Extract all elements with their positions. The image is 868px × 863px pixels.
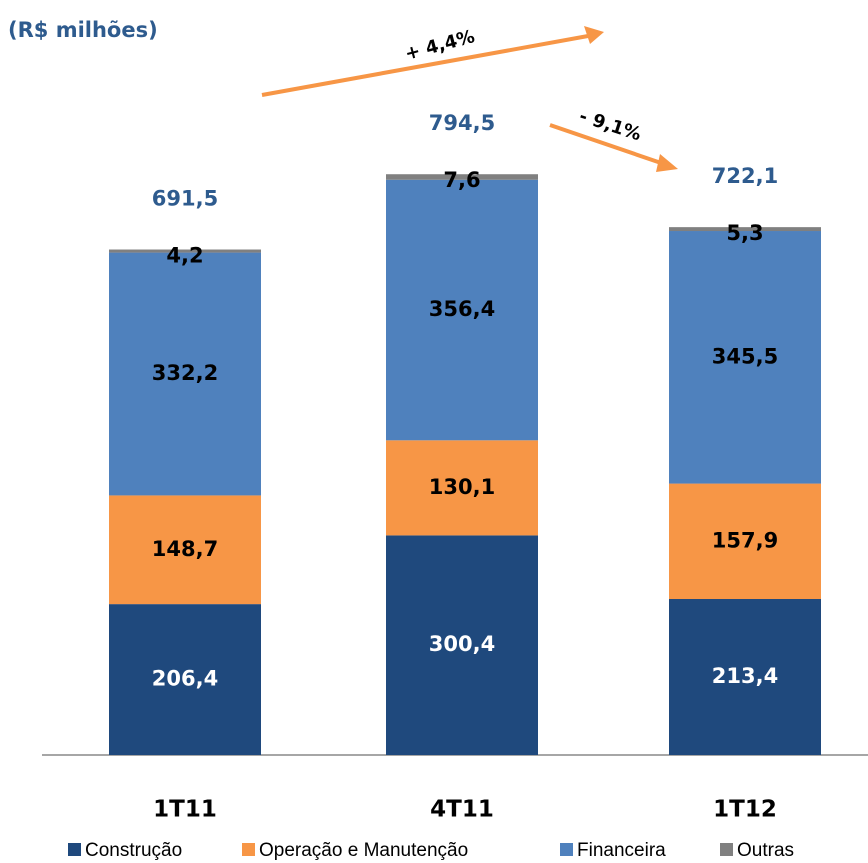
bar-segment [669,227,821,232]
x-tick-label: 1T12 [713,797,777,823]
bar-segment [669,231,821,484]
bar-segment [386,174,538,180]
legend-label: Construção [85,840,182,861]
total-label: 794,5 [429,111,495,135]
arrow-head [584,26,604,44]
data-label: 130,1 [429,475,495,499]
data-label: 4,2 [166,244,203,268]
bar-segment [386,179,538,441]
legend-swatch [68,843,81,856]
bar-segment [386,440,538,536]
data-label: 5,3 [726,221,763,245]
data-label: 356,4 [429,297,495,321]
legend-swatch [242,843,255,856]
legend-label: Financeira [577,840,666,861]
bar-segment [669,483,821,600]
total-label: 691,5 [152,187,218,211]
arrow-down [549,123,665,166]
data-label: 345,5 [712,344,778,368]
legend-label: Outras [737,840,794,861]
bar-segment [109,252,261,496]
arrow-up [261,34,589,97]
bar-segment [669,599,821,755]
data-label: 206,4 [152,667,218,691]
bar-segment [109,495,261,605]
bar-segment [109,249,261,253]
total-label: 722,1 [712,164,778,188]
data-label: 213,4 [712,664,778,688]
legend-label: Operação e Manutenção [259,840,468,861]
chart-title: (R$ milhões) [8,18,158,42]
bar-segment [386,535,538,755]
data-label: 7,6 [443,168,480,192]
data-label: 300,4 [429,632,495,656]
data-label: 148,7 [152,537,218,561]
x-tick-label: 1T11 [153,797,217,823]
x-tick-label: 4T11 [430,797,494,823]
bar-segment [109,604,261,755]
data-label: 157,9 [712,528,778,552]
legend-swatch [560,843,573,856]
arrows [261,26,678,172]
legend-swatch [720,843,733,856]
data-label: 332,2 [152,361,218,385]
arrow-head [656,154,678,172]
